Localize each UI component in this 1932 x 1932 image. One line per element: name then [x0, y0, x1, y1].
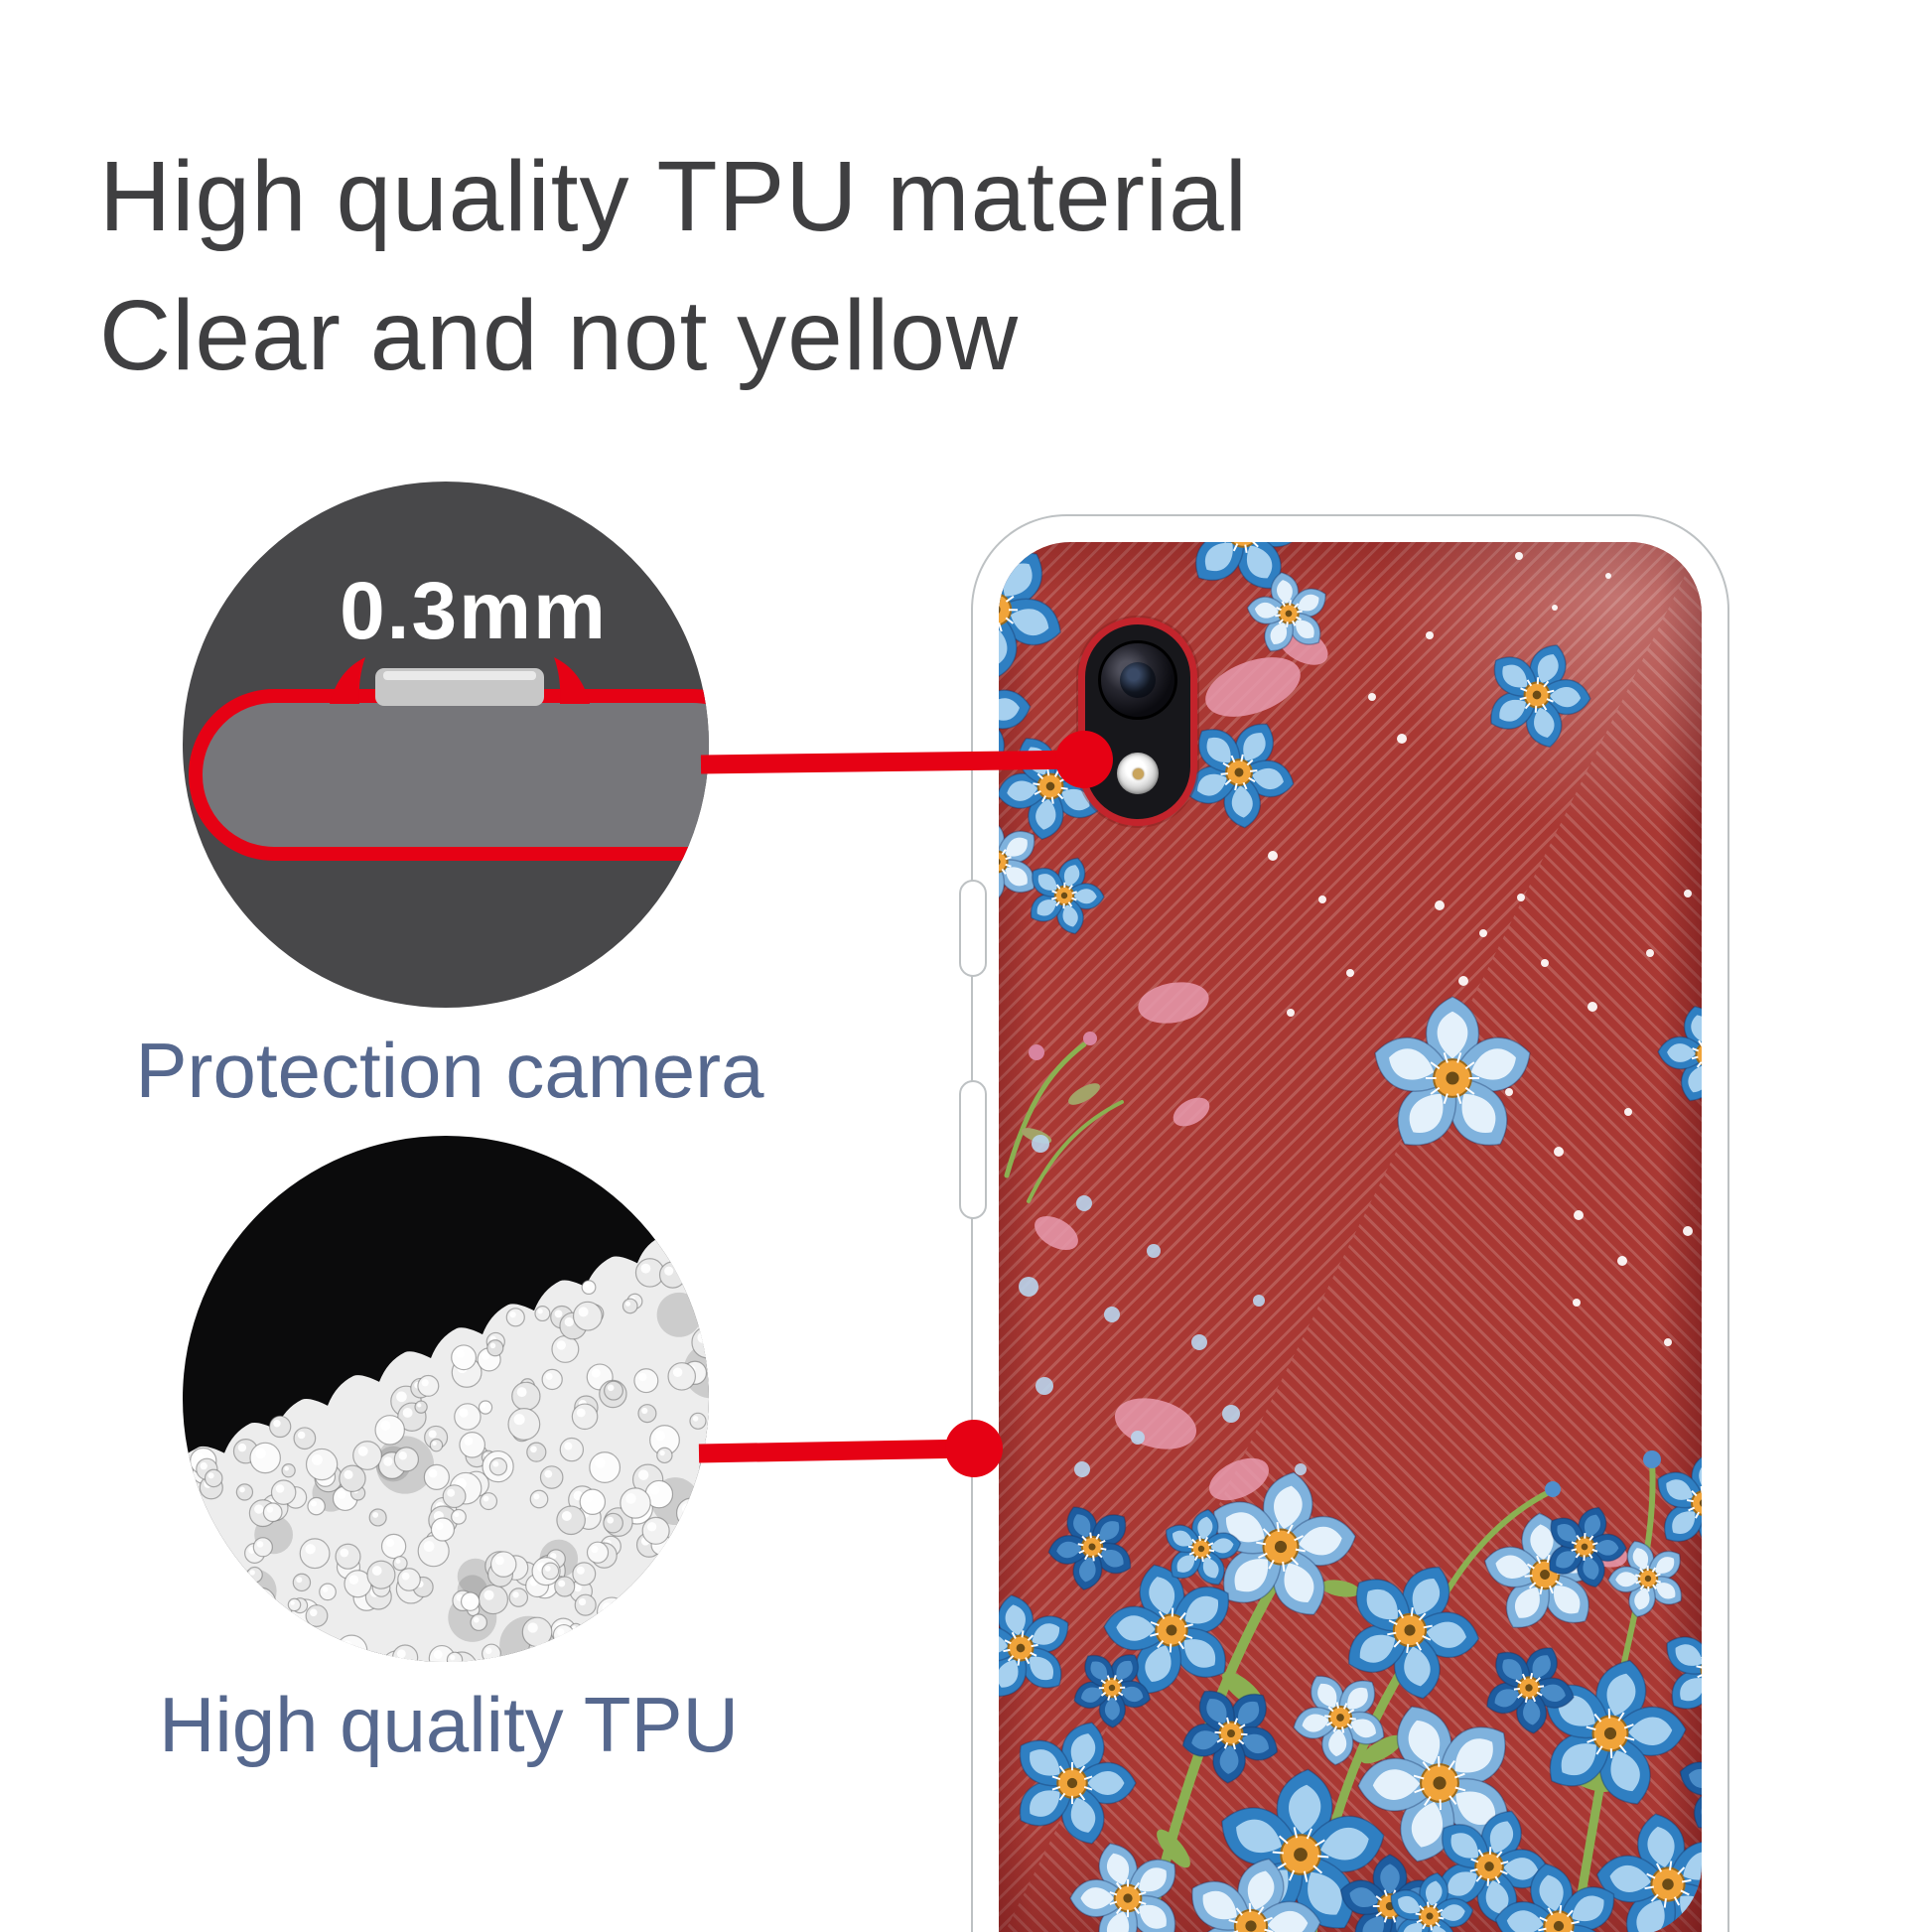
case-button-bump	[959, 1080, 987, 1219]
case-cross-section-diagram	[189, 657, 709, 861]
case-button-bump	[959, 880, 987, 977]
high-quality-tpu-label: High quality TPU	[159, 1681, 739, 1768]
heading-line-2: Clear and not yellow	[99, 280, 1020, 391]
connector-line	[698, 1439, 975, 1463]
camera-protection-callout: 0.3mm	[183, 482, 709, 1008]
camera-flash-icon	[1133, 768, 1144, 779]
flower-icon	[946, 410, 1062, 523]
protection-camera-label: Protection camera	[135, 1027, 764, 1114]
flower-icon	[1125, 410, 1222, 507]
tpu-granules-image	[183, 1235, 709, 1662]
thickness-badge: 0.3mm	[340, 566, 608, 656]
tpu-granules-callout	[183, 1136, 709, 1662]
heading-line-1: High quality TPU material	[99, 141, 1248, 252]
camera-lens-icon	[1098, 640, 1177, 720]
camera-lens-icon	[1120, 662, 1156, 698]
heading: High quality TPU material Clear and not …	[99, 127, 1248, 405]
